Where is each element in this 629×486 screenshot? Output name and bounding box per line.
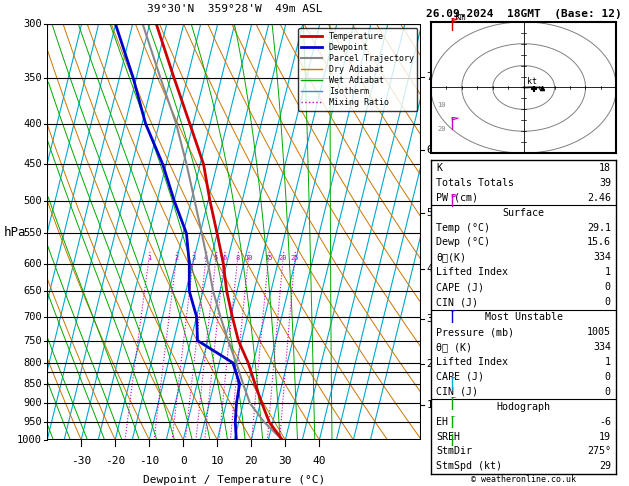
Text: 850: 850 bbox=[23, 379, 42, 389]
Text: 29.1: 29.1 bbox=[587, 223, 611, 233]
Text: Surface: Surface bbox=[503, 208, 545, 218]
Text: 1005: 1005 bbox=[587, 327, 611, 337]
Legend: Temperature, Dewpoint, Parcel Trajectory, Dry Adiabat, Wet Adiabat, Isotherm, Mi: Temperature, Dewpoint, Parcel Trajectory… bbox=[298, 29, 417, 111]
Text: Dewpoint / Temperature (°C): Dewpoint / Temperature (°C) bbox=[143, 475, 325, 485]
Text: 1000: 1000 bbox=[17, 435, 42, 445]
Text: 334: 334 bbox=[593, 342, 611, 352]
Text: 6: 6 bbox=[222, 255, 226, 260]
Text: 334: 334 bbox=[593, 252, 611, 262]
Text: 1: 1 bbox=[147, 255, 151, 260]
Text: 4: 4 bbox=[204, 255, 208, 260]
Text: 4: 4 bbox=[426, 264, 433, 274]
Text: -20: -20 bbox=[105, 456, 125, 467]
Text: 0: 0 bbox=[605, 372, 611, 382]
Text: SREH: SREH bbox=[437, 432, 460, 442]
Text: 800: 800 bbox=[23, 358, 42, 368]
Text: 19: 19 bbox=[599, 432, 611, 442]
Text: 450: 450 bbox=[23, 159, 42, 169]
Text: 15.6: 15.6 bbox=[587, 238, 611, 247]
Text: -30: -30 bbox=[71, 456, 91, 467]
Text: LCL: LCL bbox=[460, 367, 478, 377]
Text: ASL: ASL bbox=[452, 25, 469, 35]
Text: -10: -10 bbox=[139, 456, 159, 467]
Text: -6: -6 bbox=[599, 417, 611, 427]
Text: EH: EH bbox=[437, 417, 448, 427]
Text: 29: 29 bbox=[599, 461, 611, 471]
Text: 750: 750 bbox=[23, 335, 42, 346]
Text: 350: 350 bbox=[23, 72, 42, 83]
Text: Dewp (°C): Dewp (°C) bbox=[437, 238, 491, 247]
Text: K: K bbox=[437, 163, 442, 173]
Text: Totals Totals: Totals Totals bbox=[437, 178, 515, 188]
Text: 39: 39 bbox=[599, 178, 611, 188]
Text: 550: 550 bbox=[23, 228, 42, 239]
Text: 950: 950 bbox=[23, 417, 42, 427]
Text: 10: 10 bbox=[211, 456, 224, 467]
Text: 26.09.2024  18GMT  (Base: 12): 26.09.2024 18GMT (Base: 12) bbox=[426, 9, 621, 19]
Text: 10: 10 bbox=[244, 255, 253, 260]
Text: © weatheronline.co.uk: © weatheronline.co.uk bbox=[471, 474, 576, 484]
Text: 500: 500 bbox=[23, 195, 42, 206]
Text: 7: 7 bbox=[426, 71, 433, 82]
Text: 0: 0 bbox=[180, 456, 187, 467]
Text: PW (cm): PW (cm) bbox=[437, 192, 479, 203]
Text: CAPE (J): CAPE (J) bbox=[437, 282, 484, 292]
Text: 30: 30 bbox=[279, 456, 292, 467]
Text: 25: 25 bbox=[291, 255, 299, 260]
Text: 39°30'N  359°28'W  49m ASL: 39°30'N 359°28'W 49m ASL bbox=[147, 4, 322, 14]
Text: 900: 900 bbox=[23, 399, 42, 408]
Text: 20: 20 bbox=[279, 255, 287, 260]
Text: 5: 5 bbox=[214, 255, 218, 260]
Text: 2: 2 bbox=[426, 359, 433, 369]
Text: km: km bbox=[455, 12, 467, 22]
Text: hPa: hPa bbox=[4, 226, 26, 239]
Text: 0: 0 bbox=[605, 282, 611, 292]
Text: Lifted Index: Lifted Index bbox=[437, 357, 508, 367]
Text: 20: 20 bbox=[245, 456, 258, 467]
Text: 10: 10 bbox=[437, 102, 445, 108]
Text: Lifted Index: Lifted Index bbox=[437, 267, 508, 278]
Text: CIN (J): CIN (J) bbox=[437, 297, 479, 307]
Text: 5: 5 bbox=[426, 208, 433, 218]
Text: 700: 700 bbox=[23, 312, 42, 322]
Text: Most Unstable: Most Unstable bbox=[484, 312, 563, 322]
Text: 600: 600 bbox=[23, 259, 42, 269]
Text: 18: 18 bbox=[599, 163, 611, 173]
Text: 300: 300 bbox=[23, 19, 42, 29]
Text: 3: 3 bbox=[191, 255, 196, 260]
Text: 0: 0 bbox=[605, 297, 611, 307]
Text: 40: 40 bbox=[313, 456, 326, 467]
Text: 650: 650 bbox=[23, 286, 42, 296]
Text: kt: kt bbox=[526, 77, 537, 86]
Text: Mixing Ratio (g/kg): Mixing Ratio (g/kg) bbox=[499, 231, 508, 333]
Text: CAPE (J): CAPE (J) bbox=[437, 372, 484, 382]
Text: 2: 2 bbox=[174, 255, 179, 260]
Text: 1: 1 bbox=[426, 400, 433, 410]
Text: 400: 400 bbox=[23, 119, 42, 129]
Text: θᴇ(K): θᴇ(K) bbox=[437, 252, 467, 262]
Text: 0: 0 bbox=[605, 387, 611, 397]
Text: 8: 8 bbox=[236, 255, 240, 260]
Text: Temp (°C): Temp (°C) bbox=[437, 223, 491, 233]
Text: Pressure (mb): Pressure (mb) bbox=[437, 327, 515, 337]
Text: 1: 1 bbox=[605, 267, 611, 278]
Text: θᴇ (K): θᴇ (K) bbox=[437, 342, 472, 352]
Text: 3: 3 bbox=[426, 313, 433, 324]
Text: StmDir: StmDir bbox=[437, 447, 472, 456]
Text: 2.46: 2.46 bbox=[587, 192, 611, 203]
Text: 20: 20 bbox=[437, 126, 445, 132]
Text: 275°: 275° bbox=[587, 447, 611, 456]
Text: 1: 1 bbox=[605, 357, 611, 367]
Text: 15: 15 bbox=[264, 255, 273, 260]
Text: StmSpd (kt): StmSpd (kt) bbox=[437, 461, 503, 471]
Text: CIN (J): CIN (J) bbox=[437, 387, 479, 397]
Text: Hodograph: Hodograph bbox=[497, 401, 550, 412]
Text: 6: 6 bbox=[426, 145, 433, 155]
